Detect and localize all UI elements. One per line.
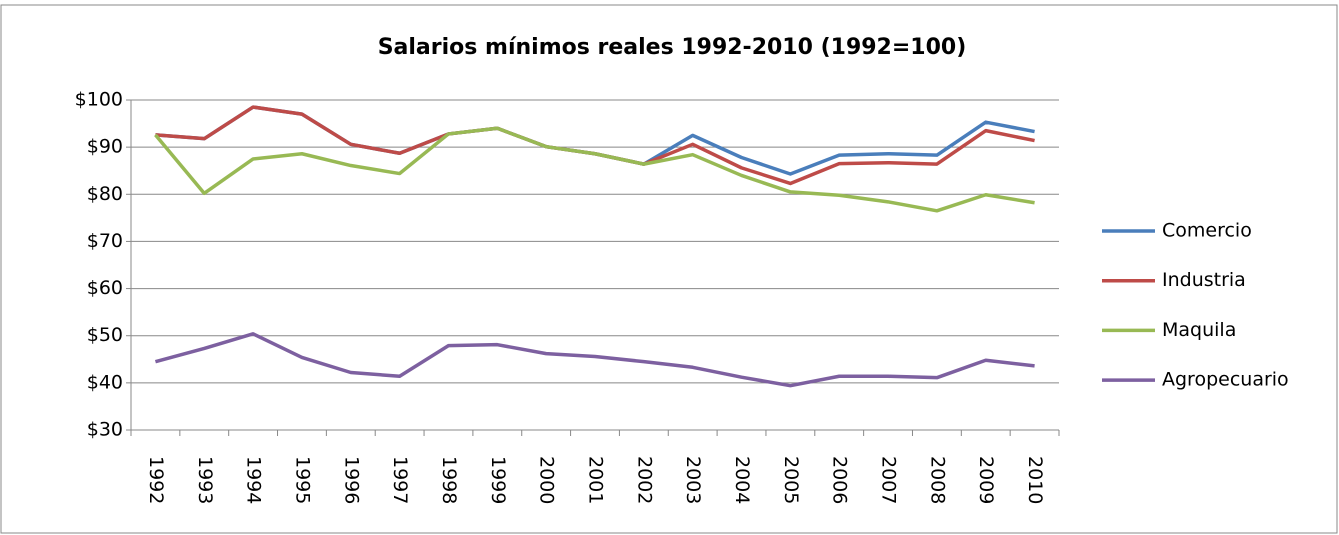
chart-title: Salarios mínimos reales 1992-2010 (1992=… <box>378 35 967 60</box>
x-tick-label: 2010 <box>1024 456 1046 504</box>
y-tick-label: $50 <box>87 324 123 346</box>
x-tick-label: 2003 <box>682 456 704 504</box>
x-tick-label: 1994 <box>243 456 265 504</box>
x-tick-label: 2005 <box>780 456 802 504</box>
x-tick-label: 1998 <box>438 456 460 504</box>
series-line <box>154 332 1035 388</box>
y-tick-label: $70 <box>87 230 123 252</box>
y-tick-label: $60 <box>87 277 123 299</box>
y-tick-label: $80 <box>87 183 123 205</box>
x-tick-label: 2007 <box>878 456 900 504</box>
x-tick-label: 2000 <box>536 456 558 504</box>
x-tick-label: 2008 <box>926 456 948 504</box>
legend-label: Agropecuario <box>1162 369 1289 391</box>
x-tick-label: 1996 <box>340 456 362 504</box>
legend-label: Comercio <box>1162 220 1252 242</box>
x-tick-label: 1995 <box>291 456 313 504</box>
x-tick-label: 2009 <box>975 456 997 504</box>
y-tick-label: $30 <box>87 419 123 441</box>
y-tick-label: $100 <box>75 89 123 111</box>
legend-label: Industria <box>1162 269 1246 291</box>
x-tick-label: 1997 <box>389 456 411 504</box>
x-tick-label: 1993 <box>194 456 216 504</box>
x-tick-label: 2006 <box>829 456 851 504</box>
x-tick-label: 1999 <box>487 456 509 504</box>
y-tick-label: $90 <box>87 136 123 158</box>
y-tick-label: $40 <box>87 371 123 393</box>
x-tick-label: 1992 <box>145 456 167 504</box>
series-line <box>154 126 1035 213</box>
chart-border <box>0 4 1338 534</box>
x-tick-label: 2004 <box>731 456 753 504</box>
legend-label: Maquila <box>1162 319 1236 341</box>
x-tick-label: 2002 <box>633 456 655 504</box>
x-tick-label: 2001 <box>585 456 607 504</box>
